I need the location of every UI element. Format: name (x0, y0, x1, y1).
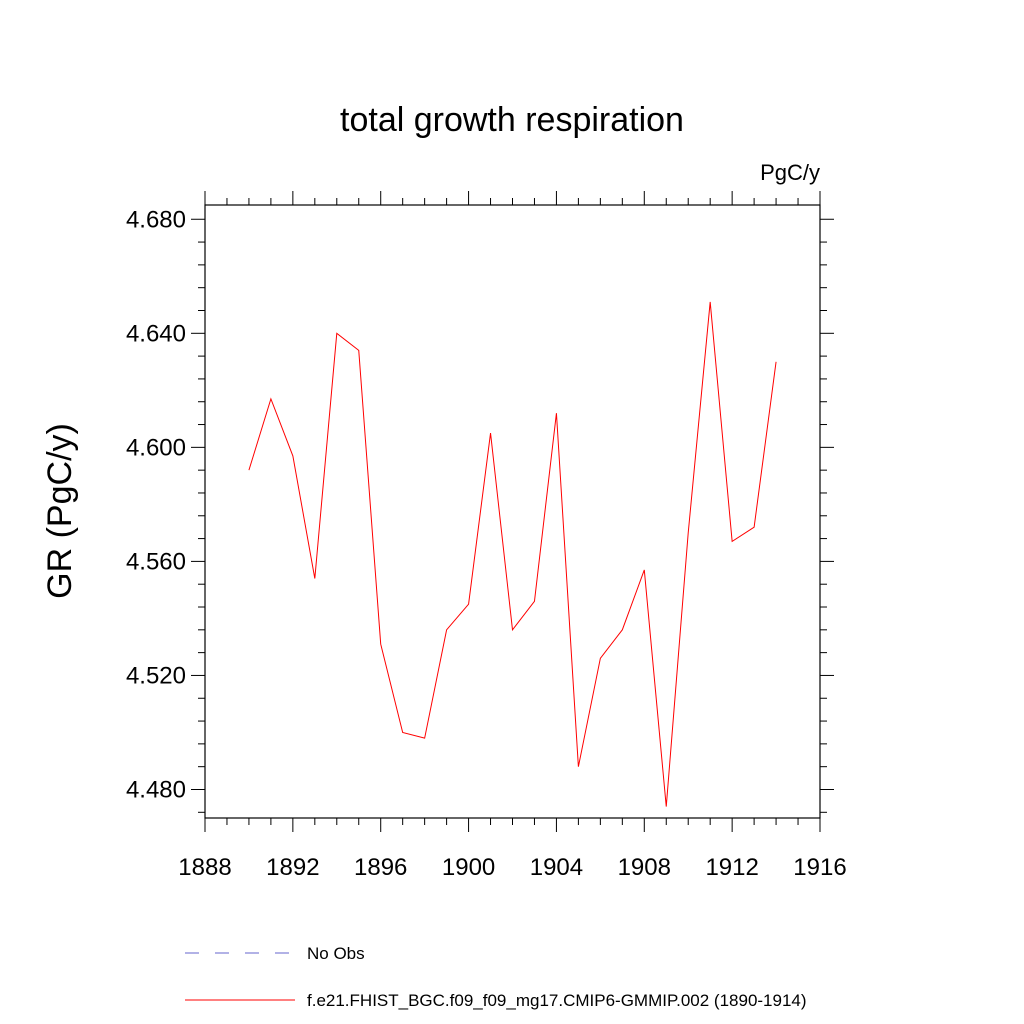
y-tick-label: 4.640 (126, 320, 186, 347)
x-tick-label: 1896 (354, 854, 407, 881)
legend: No Obs f.e21.FHIST_BGC.f09_f09_mg17.CMIP… (185, 944, 807, 1010)
legend-label-no-obs: No Obs (307, 944, 365, 963)
x-tick-label: 1908 (618, 854, 671, 881)
x-tick-label: 1888 (178, 854, 231, 881)
plot-frame (204, 204, 821, 819)
x-tick-label: 1916 (793, 854, 846, 881)
x-tick-label: 1912 (705, 854, 758, 881)
legend-label-model: f.e21.FHIST_BGC.f09_f09_mg17.CMIP6-GMMIP… (307, 991, 807, 1010)
series-line-1 (248, 301, 777, 807)
x-axis-ticks: 1888 1892 1896 1900 1904 1908 1912 1916 (178, 191, 847, 881)
series-lines (248, 301, 777, 807)
y-tick-label: 4.480 (126, 776, 186, 803)
x-tick-label: 1892 (266, 854, 319, 881)
units-label: PgC/y (760, 160, 820, 185)
chart-title: total growth respiration (340, 101, 684, 139)
y-axis-ticks: 4.480 4.520 4.560 4.600 4.640 4.680 (126, 206, 834, 813)
y-axis-label: GR (PgC/y) (41, 423, 79, 599)
y-tick-label: 4.520 (126, 662, 186, 689)
x-tick-label: 1900 (442, 854, 495, 881)
x-tick-label: 1904 (530, 854, 583, 881)
y-tick-label: 4.680 (126, 206, 186, 233)
y-tick-label: 4.560 (126, 548, 186, 575)
y-tick-label: 4.600 (126, 434, 186, 461)
